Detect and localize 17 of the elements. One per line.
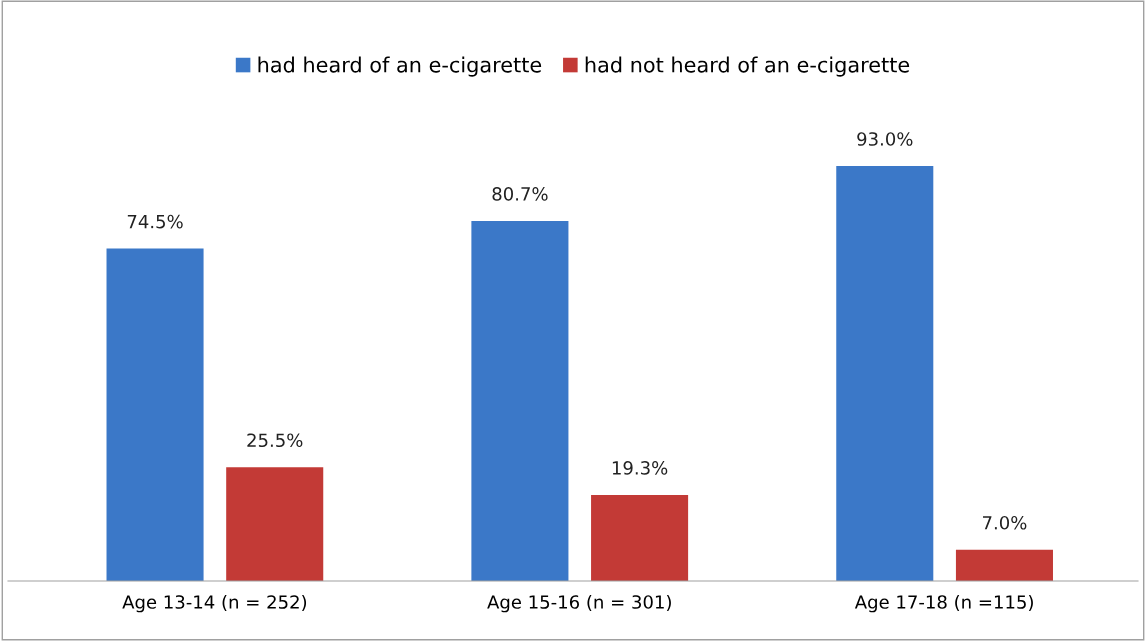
bar xyxy=(591,494,689,581)
data-label: 93.0% xyxy=(857,132,913,146)
x-tick-label: Age 15-16 (n = 301) xyxy=(487,594,671,613)
data-label: 74.5% xyxy=(127,214,183,229)
bar xyxy=(106,248,204,581)
x-tick-label: Age 17-18 (n =115) xyxy=(854,594,1033,613)
data-label: 80.7% xyxy=(492,187,548,201)
data-label: 19.3% xyxy=(612,461,668,475)
x-tick-label: Age 13-14 (n = 252) xyxy=(122,594,307,613)
legend-label: had not heard of an e-cigarette xyxy=(585,56,910,77)
data-label: 25.5% xyxy=(247,433,303,448)
legend-label: had heard of an e-cigarette xyxy=(258,56,542,77)
data-label: 7.0% xyxy=(983,515,1027,530)
bar xyxy=(471,220,569,581)
bar xyxy=(836,166,934,581)
bar xyxy=(226,467,324,581)
bar xyxy=(955,549,1053,581)
